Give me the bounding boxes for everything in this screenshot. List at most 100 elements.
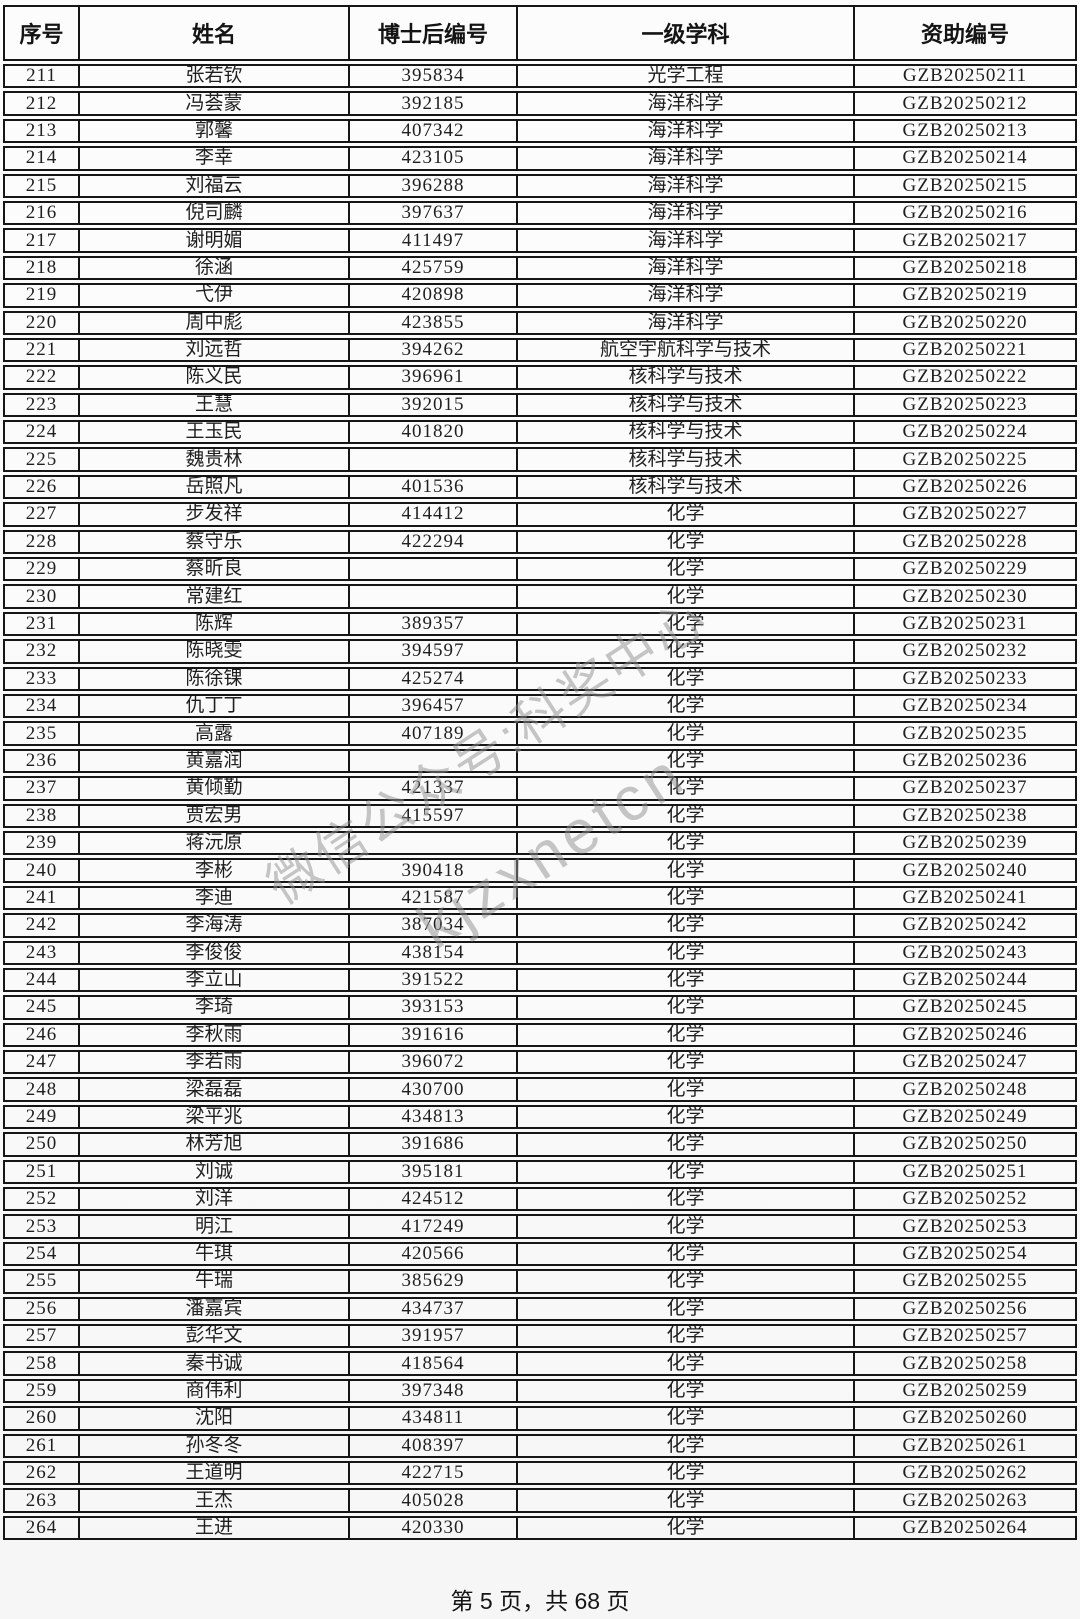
table-row: 263 王杰 405028 化学 GZB20250263 xyxy=(3,1488,1077,1513)
cell-name: 李彬 xyxy=(80,858,350,883)
cell-grant-id: GZB20250241 xyxy=(855,885,1077,911)
cell-discipline: 核科学与技术 xyxy=(518,447,855,472)
table-row: 222 陈义民 396961 核科学与技术 GZB20250222 xyxy=(3,365,1077,390)
cell-grant-id: GZB20250255 xyxy=(855,1269,1077,1294)
cell-discipline: 化学 xyxy=(518,1488,855,1513)
cell-name: 陈义民 xyxy=(80,365,350,390)
cell-postdoc-id: 434737 xyxy=(350,1296,518,1321)
cell-serial: 226 xyxy=(3,474,80,500)
cell-serial: 250 xyxy=(3,1132,80,1157)
cell-grant-id: GZB20250230 xyxy=(855,584,1077,609)
cell-name: 李幸 xyxy=(80,146,350,171)
table-row: 262 王道明 422715 化学 GZB20250262 xyxy=(3,1460,1077,1486)
table-row: 243 李俊俊 438154 化学 GZB20250243 xyxy=(3,940,1077,965)
table-row: 252 刘洋 424512 化学 GZB20250252 xyxy=(3,1187,1077,1212)
cell-serial: 219 xyxy=(3,283,80,308)
col-header-discipline: 一级学科 xyxy=(518,5,855,61)
cell-postdoc-id: 408397 xyxy=(350,1433,518,1458)
cell-name: 倪司麟 xyxy=(80,200,350,226)
cell-discipline: 海洋科学 xyxy=(518,118,855,144)
cell-serial: 229 xyxy=(3,557,80,582)
cell-discipline: 航空宇航科学与技术 xyxy=(518,337,855,363)
table-row: 238 贾宏男 415597 化学 GZB20250238 xyxy=(3,803,1077,828)
table-row: 218 徐涵 425759 海洋科学 GZB20250218 xyxy=(3,255,1077,281)
cell-grant-id: GZB20250234 xyxy=(855,693,1077,719)
table-row: 211 张若钦 395834 光学工程 GZB20250211 xyxy=(3,64,1077,89)
cell-grant-id: GZB20250242 xyxy=(855,913,1077,938)
cell-serial: 254 xyxy=(3,1241,80,1267)
table-row: 237 黄倾勤 421337 化学 GZB20250237 xyxy=(3,776,1077,801)
cell-serial: 213 xyxy=(3,118,80,144)
cell-serial: 251 xyxy=(3,1159,80,1185)
table-row: 214 李幸 423105 海洋科学 GZB20250214 xyxy=(3,146,1077,171)
cell-postdoc-id: 387034 xyxy=(350,913,518,938)
cell-serial: 234 xyxy=(3,693,80,719)
cell-discipline: 化学 xyxy=(518,1296,855,1321)
cell-discipline: 化学 xyxy=(518,1132,855,1157)
cell-grant-id: GZB20250219 xyxy=(855,283,1077,308)
cell-name: 孙冬冬 xyxy=(80,1433,350,1458)
cell-name: 潘嘉宾 xyxy=(80,1296,350,1321)
table-row: 253 明江 417249 化学 GZB20250253 xyxy=(3,1214,1077,1239)
cell-name: 李立山 xyxy=(80,967,350,993)
cell-serial: 235 xyxy=(3,721,80,746)
cell-postdoc-id: 391616 xyxy=(350,1022,518,1048)
cell-serial: 244 xyxy=(3,967,80,993)
table-row: 259 商伟利 397348 化学 GZB20250259 xyxy=(3,1378,1077,1404)
cell-discipline: 化学 xyxy=(518,1460,855,1486)
cell-name: 陈辉 xyxy=(80,611,350,637)
table-row: 256 潘嘉宾 434737 化学 GZB20250256 xyxy=(3,1296,1077,1321)
cell-name: 牛瑞 xyxy=(80,1269,350,1294)
cell-grant-id: GZB20250252 xyxy=(855,1187,1077,1212)
table-row: 233 陈徐锞 425274 化学 GZB20250233 xyxy=(3,666,1077,691)
cell-postdoc-id: 438154 xyxy=(350,940,518,965)
cell-discipline: 化学 xyxy=(518,1241,855,1267)
cell-discipline: 化学 xyxy=(518,1269,855,1294)
cell-name: 梁磊磊 xyxy=(80,1077,350,1102)
cell-grant-id: GZB20250227 xyxy=(855,502,1077,527)
table-row: 255 牛瑞 385629 化学 GZB20250255 xyxy=(3,1269,1077,1294)
table-row: 242 李海涛 387034 化学 GZB20250242 xyxy=(3,913,1077,938)
cell-grant-id: GZB20250236 xyxy=(855,748,1077,774)
cell-name: 张若钦 xyxy=(80,64,350,89)
cell-discipline: 海洋科学 xyxy=(518,146,855,171)
cell-serial: 257 xyxy=(3,1323,80,1349)
cell-grant-id: GZB20250232 xyxy=(855,639,1077,664)
cell-postdoc-id: 401820 xyxy=(350,420,518,445)
cell-discipline: 化学 xyxy=(518,1104,855,1130)
cell-discipline: 化学 xyxy=(518,1050,855,1075)
cell-postdoc-id: 397637 xyxy=(350,200,518,226)
cell-name: 高露 xyxy=(80,721,350,746)
cell-discipline: 海洋科学 xyxy=(518,228,855,253)
cell-grant-id: GZB20250212 xyxy=(855,91,1077,116)
cell-discipline: 化学 xyxy=(518,1323,855,1349)
table-row: 225 魏贵林 核科学与技术 GZB20250225 xyxy=(3,447,1077,472)
cell-serial: 246 xyxy=(3,1022,80,1048)
cell-discipline: 化学 xyxy=(518,1022,855,1048)
table-row: 235 高露 407189 化学 GZB20250235 xyxy=(3,721,1077,746)
cell-name: 陈徐锞 xyxy=(80,666,350,691)
cell-grant-id: GZB20250243 xyxy=(855,940,1077,965)
cell-name: 李海涛 xyxy=(80,913,350,938)
cell-grant-id: GZB20250211 xyxy=(855,64,1077,89)
cell-discipline: 核科学与技术 xyxy=(518,474,855,500)
cell-serial: 238 xyxy=(3,803,80,828)
cell-grant-id: GZB20250264 xyxy=(855,1515,1077,1541)
cell-name: 弋伊 xyxy=(80,283,350,308)
page-footer: 第 5 页，共 68 页 xyxy=(450,1588,630,1614)
cell-serial: 258 xyxy=(3,1351,80,1376)
cell-postdoc-id: 417249 xyxy=(350,1214,518,1239)
cell-discipline: 化学 xyxy=(518,748,855,774)
table-row: 230 常建红 化学 GZB20250230 xyxy=(3,584,1077,609)
cell-name: 李俊俊 xyxy=(80,940,350,965)
cell-discipline: 海洋科学 xyxy=(518,200,855,226)
cell-postdoc-id: 425759 xyxy=(350,255,518,281)
table-row: 264 王进 420330 化学 GZB20250264 xyxy=(3,1515,1077,1541)
cell-serial: 240 xyxy=(3,858,80,883)
cell-postdoc-id: 407342 xyxy=(350,118,518,144)
cell-postdoc-id: 394262 xyxy=(350,337,518,363)
cell-name: 彭华文 xyxy=(80,1323,350,1349)
cell-grant-id: GZB20250263 xyxy=(855,1488,1077,1513)
cell-discipline: 核科学与技术 xyxy=(518,420,855,445)
cell-serial: 220 xyxy=(3,310,80,335)
